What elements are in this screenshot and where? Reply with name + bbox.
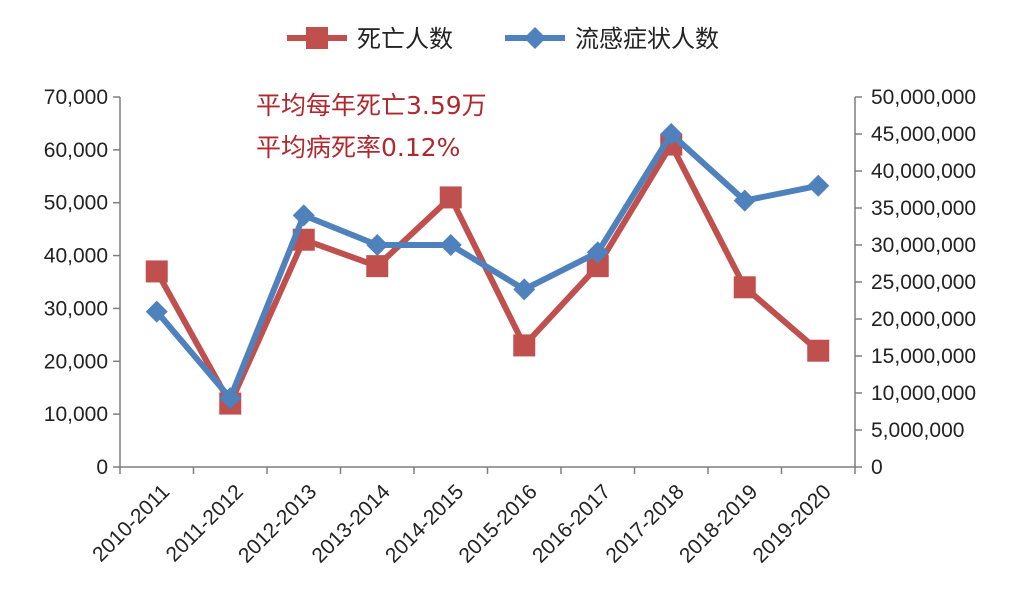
right-tick-label: 30,000,000 xyxy=(871,234,976,257)
legend-marker-diamond xyxy=(524,27,546,49)
data-point-square xyxy=(145,260,168,283)
data-point-square xyxy=(513,334,536,357)
legend: 死亡人数 流感症状人数 xyxy=(287,25,719,53)
left-tick-label: 60,000 xyxy=(44,139,108,162)
left-tick-label: 10,000 xyxy=(44,403,108,426)
x-tick-label: 2012-2013 xyxy=(234,480,321,567)
right-tick-label: 25,000,000 xyxy=(871,271,976,294)
data-point-diamond xyxy=(292,204,315,227)
annotation-text: 平均病死率0.12% xyxy=(256,133,460,162)
x-tick-label: 2015-2016 xyxy=(455,480,542,567)
series xyxy=(145,123,830,415)
left-tick-label: 20,000 xyxy=(44,350,108,373)
data-point-diamond xyxy=(660,123,683,145)
data-point-diamond xyxy=(439,234,462,256)
data-point-diamond xyxy=(366,234,389,256)
right-tick-label: 15,000,000 xyxy=(871,345,976,368)
data-point-diamond xyxy=(807,174,830,197)
x-tick-label: 2014-2015 xyxy=(381,480,468,567)
series-flu-cases xyxy=(145,123,830,410)
left-tick-label: 50,000 xyxy=(44,192,108,215)
data-point-diamond xyxy=(219,387,242,410)
x-tick-label: 2016-2017 xyxy=(528,480,615,567)
data-point-diamond xyxy=(733,189,756,212)
x-tick-label: 2010-2011 xyxy=(88,480,174,566)
left-tick-label: 30,000 xyxy=(44,297,108,320)
axes: 0 10,000 20,000 30,000 40,000 50,000 60,000 70,… xyxy=(44,86,976,568)
left-tick-label: 70,000 xyxy=(44,86,108,109)
data-point-square xyxy=(366,255,389,278)
legend-label: 死亡人数 xyxy=(357,25,453,53)
data-point-diamond xyxy=(586,241,609,264)
right-tick-label: 35,000,000 xyxy=(871,197,976,220)
x-tick-label: 2017-2018 xyxy=(602,480,689,567)
right-tick-label: 40,000,000 xyxy=(871,160,976,183)
legend-marker-square xyxy=(306,27,328,49)
data-point-diamond xyxy=(513,278,536,301)
data-point-square xyxy=(733,276,756,299)
x-tick-label: 2013-2014 xyxy=(308,480,396,568)
right-tick-label: 50,000,000 xyxy=(871,86,976,109)
data-point-square xyxy=(807,339,830,362)
x-tick-label: 2019-2020 xyxy=(749,480,836,567)
left-tick-label: 40,000 xyxy=(44,245,108,268)
data-point-square xyxy=(439,186,462,209)
series-line xyxy=(154,131,819,402)
right-tick-label: 5,000,000 xyxy=(871,419,964,442)
x-tick-label: 2018-2019 xyxy=(675,480,762,567)
annotation-text: 平均每年死亡3.59万 xyxy=(256,91,487,120)
right-tick-label: 20,000,000 xyxy=(871,308,976,331)
data-point-diamond xyxy=(145,300,168,323)
series-line xyxy=(154,141,821,407)
data-point-square xyxy=(586,255,609,278)
right-tick-label: 0 xyxy=(871,456,883,479)
right-tick-label: 45,000,000 xyxy=(871,123,976,146)
left-tick-label: 0 xyxy=(96,456,108,479)
right-tick-label: 10,000,000 xyxy=(871,382,976,405)
series-deaths xyxy=(145,133,830,415)
legend-label: 流感症状人数 xyxy=(575,25,719,53)
